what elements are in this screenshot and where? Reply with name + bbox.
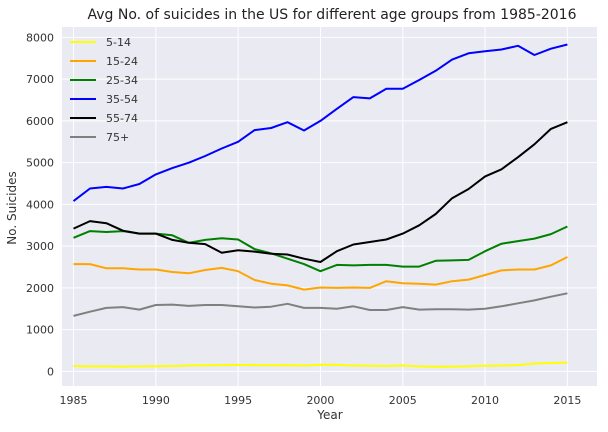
y-tick-label: 0 [47, 365, 54, 378]
x-tick-label: 1990 [142, 394, 170, 407]
plot-background [62, 27, 597, 386]
y-tick-label: 4000 [26, 198, 54, 211]
grid-lines [62, 27, 597, 386]
legend-label-75+: 75+ [106, 131, 129, 144]
series-line-15-24 [73, 256, 568, 291]
x-tick-label: 2000 [306, 394, 334, 407]
series-line-5-14 [73, 361, 568, 368]
series-line-55-74 [73, 121, 568, 263]
x-tick-label: 1995 [224, 394, 252, 407]
legend-label-55-74: 55-74 [106, 112, 138, 125]
x-tick-label: 2015 [553, 394, 581, 407]
series-lines [72, 43, 568, 368]
y-tick-label: 7000 [26, 73, 54, 86]
y-tick-label: 3000 [26, 240, 54, 253]
legend-label-15-24: 15-24 [106, 55, 138, 68]
legend: 5-14 15-24 25-34 35-54 55-74 75+ [70, 36, 138, 144]
legend-label-5-14: 5-14 [106, 36, 131, 49]
y-tick-label: 5000 [26, 157, 54, 170]
y-tick-label: 1000 [26, 324, 54, 337]
x-tick-label: 2010 [471, 394, 499, 407]
x-tick-label: 2005 [389, 394, 417, 407]
series-line-75+ [73, 292, 568, 317]
series-line-35-54 [72, 43, 568, 202]
x-axis-label: Year [316, 408, 342, 422]
legend-label-35-54: 35-54 [106, 93, 138, 106]
chart-title: Avg No. of suicides in the US for differ… [87, 7, 576, 23]
legend-label-25-34: 25-34 [106, 74, 138, 87]
y-axis-label: No. Suicides [5, 171, 19, 244]
x-axis-ticks: 1985 1990 1995 2000 2005 2010 2015 [60, 394, 582, 407]
x-tick-label: 1985 [60, 394, 88, 407]
y-tick-label: 2000 [26, 282, 54, 295]
y-axis-ticks: 0 1000 2000 3000 4000 5000 6000 7000 8000 [26, 31, 54, 378]
y-tick-label: 6000 [26, 115, 54, 128]
y-tick-label: 8000 [26, 31, 54, 44]
